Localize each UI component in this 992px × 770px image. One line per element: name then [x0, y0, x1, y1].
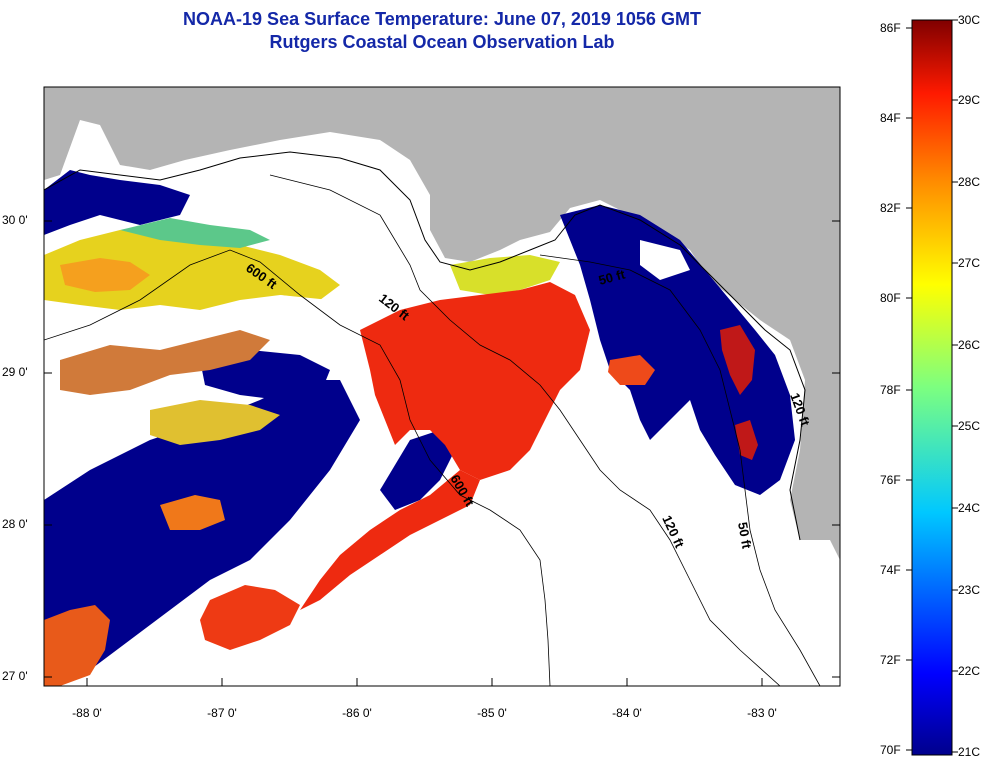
colorbar-label-30c: 30C — [958, 13, 981, 27]
colorbar-label-28c: 28C — [958, 175, 981, 189]
orange-patch-north — [60, 258, 150, 292]
warm-patch-west — [160, 495, 225, 530]
contour-50ft — [539, 254, 821, 686]
warm-patch-northeast — [608, 355, 655, 385]
cold-water-east — [560, 205, 795, 495]
map-subtitle: Rutgers Coastal Ocean Observation Lab — [269, 32, 615, 52]
colorbar-label-21c: 21C — [958, 745, 981, 759]
lon-label-86: -86 0' — [342, 706, 372, 720]
lat-label-30: 30 0' — [2, 213, 28, 227]
colorbar-label-72f: 72F — [880, 653, 901, 667]
cold-water-northwest — [44, 170, 190, 235]
lon-label-85: -85 0' — [477, 706, 507, 720]
mixed-band-mid — [60, 330, 270, 395]
lon-label-87: -87 0' — [207, 706, 237, 720]
warm-core — [360, 282, 590, 480]
contour-label-50-north: 50 ft — [597, 266, 627, 288]
warm-patch-south — [200, 585, 300, 650]
coastline — [44, 151, 806, 541]
colorbar-label-84f: 84F — [880, 111, 901, 125]
frame-ticks — [44, 220, 840, 686]
warm-strip-east — [720, 325, 755, 395]
map-frame — [43, 86, 841, 687]
lon-label-83: -83 0' — [747, 706, 777, 720]
colorbar-label-80f: 80F — [880, 291, 901, 305]
lat-label-29: 29 0' — [2, 365, 28, 379]
colorbar-label-26c: 26C — [958, 338, 981, 352]
lat-label-27: 27 0' — [2, 669, 28, 683]
colorbar-label-24c: 24C — [958, 501, 981, 515]
colorbar-label-74f: 74F — [880, 563, 901, 577]
yellow-coastal-east — [450, 255, 560, 295]
colorbar-label-70f: 70F — [880, 743, 901, 757]
colorbar-label-27c: 27C — [958, 256, 981, 270]
contour-label-50-south: 50 ft — [735, 521, 755, 551]
map-title: NOAA-19 Sea Surface Temperature: June 07… — [183, 9, 701, 29]
warm-strip-east-south — [735, 420, 758, 460]
colorbar-label-82f: 82F — [880, 201, 901, 215]
warm-patch-southwest — [44, 605, 110, 686]
colorbar-label-76f: 76F — [880, 473, 901, 487]
cold-water-west — [44, 380, 360, 686]
lon-label-84: -84 0' — [612, 706, 642, 720]
cloud-patches — [44, 160, 690, 440]
colorbar-label-78f: 78F — [880, 383, 901, 397]
colorbar — [911, 19, 953, 756]
yellow-band-mid — [150, 400, 280, 445]
colorbar-label-22c: 22C — [958, 664, 981, 678]
cold-water-central — [380, 430, 455, 510]
contour-120ft — [269, 174, 781, 686]
colorbar-label-25c: 25C — [958, 419, 981, 433]
colorbar-label-29c: 29C — [958, 93, 981, 107]
colorbar-ticks — [906, 19, 958, 753]
contour-600ft-north — [44, 249, 551, 686]
green-band-north — [120, 218, 270, 248]
colorbar-label-86f: 86F — [880, 21, 901, 35]
lon-label-88: -88 0' — [72, 706, 102, 720]
colorbar-label-23c: 23C — [958, 583, 981, 597]
lat-label-28: 28 0' — [2, 517, 28, 531]
warm-tongue — [300, 470, 480, 610]
